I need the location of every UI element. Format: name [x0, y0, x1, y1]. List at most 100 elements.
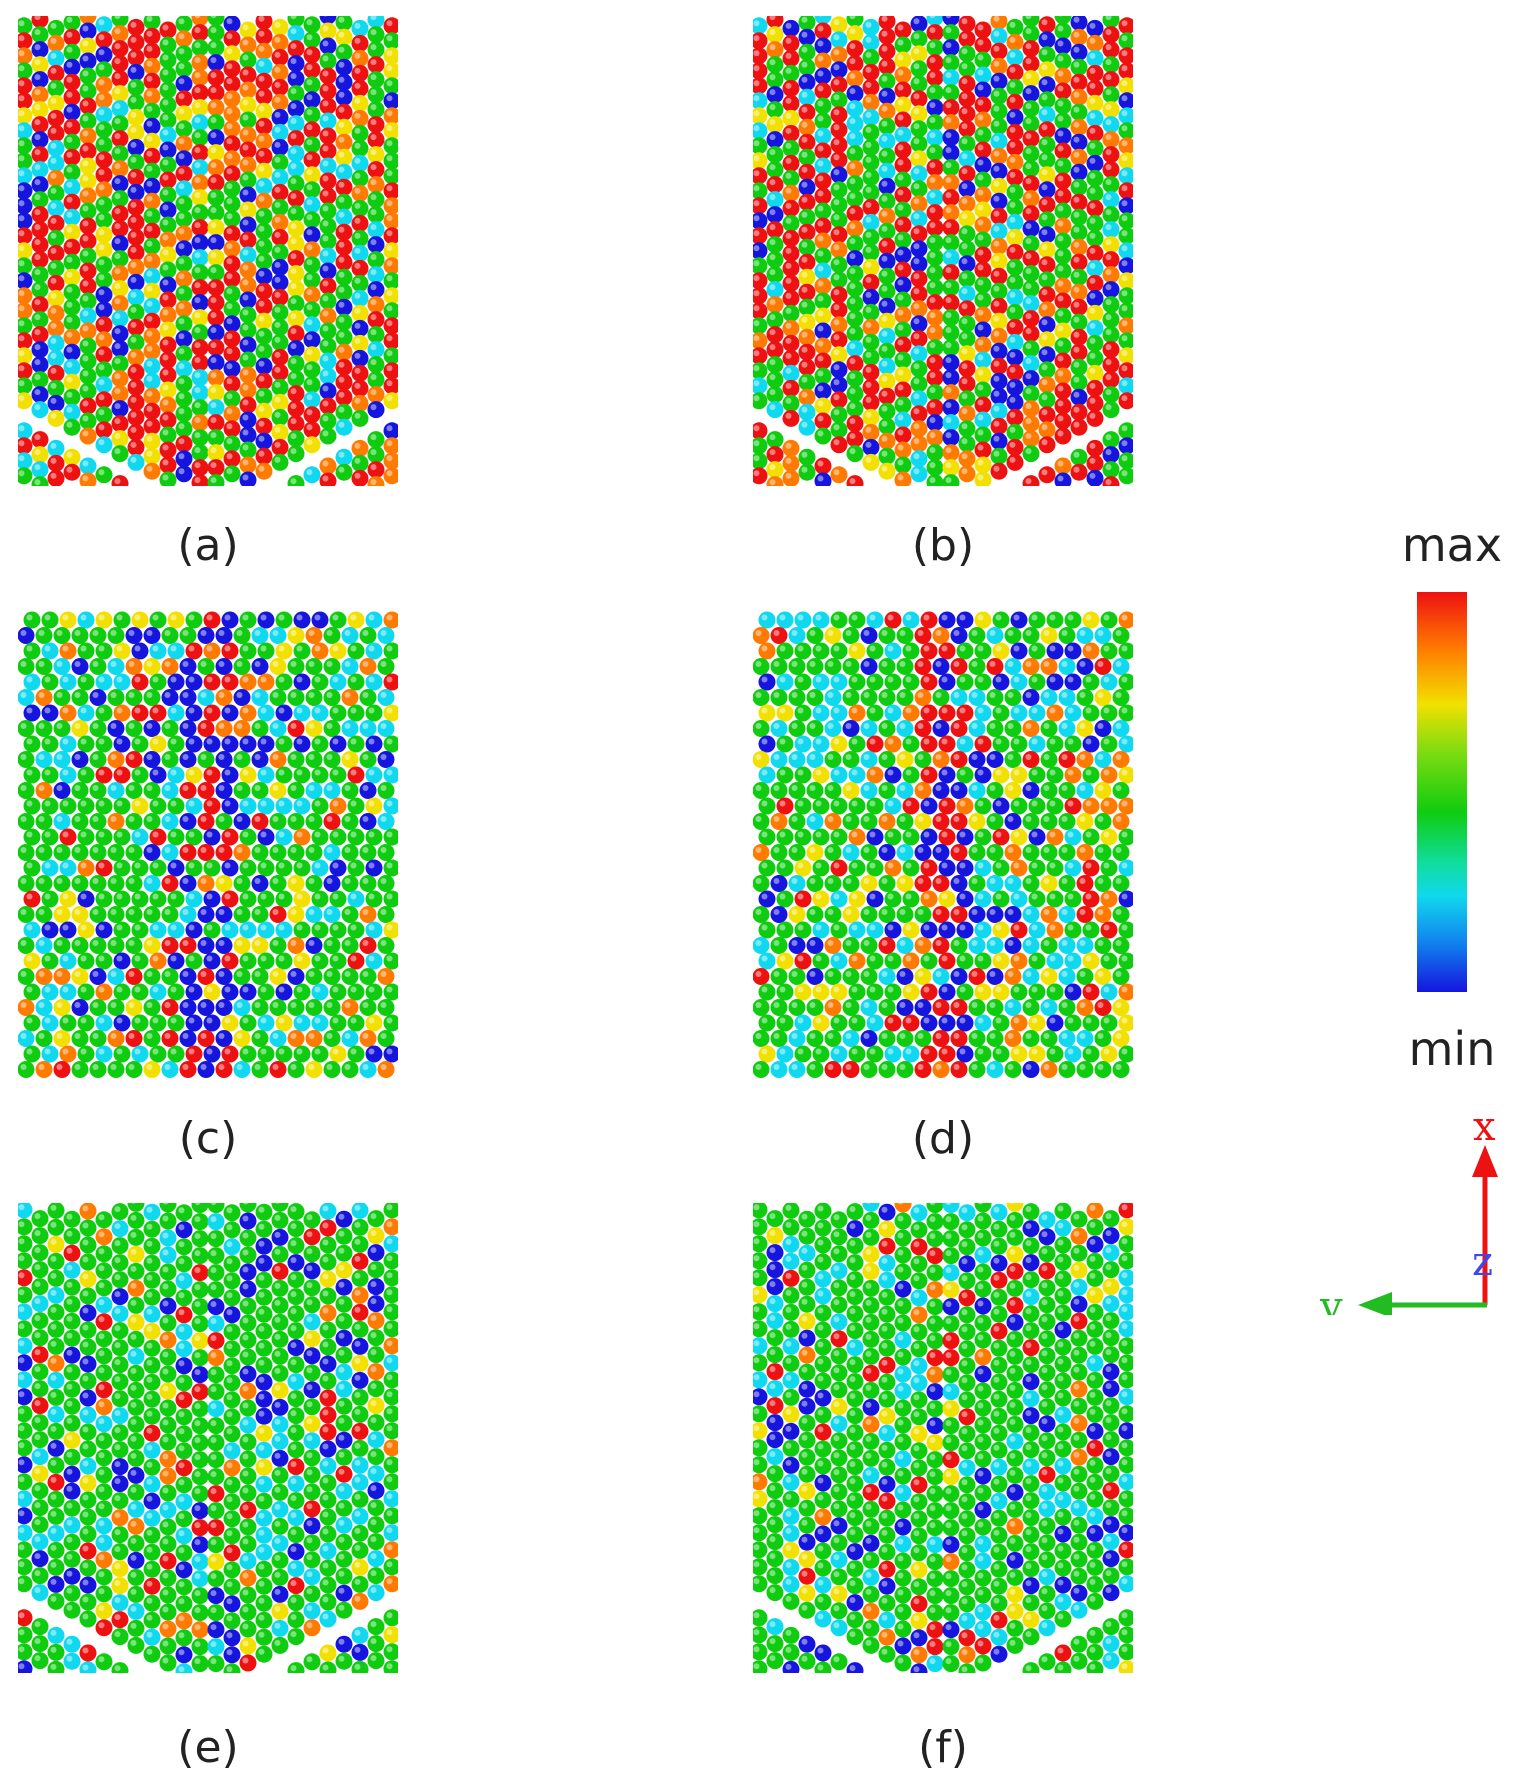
- atom-highlight: [833, 800, 840, 807]
- atom: [107, 751, 125, 768]
- atom: [269, 689, 287, 706]
- atom: [359, 844, 377, 861]
- atom-highlight: [134, 645, 141, 652]
- atom: [351, 229, 369, 247]
- atom: [335, 328, 353, 346]
- atom: [884, 766, 902, 784]
- atom-highlight: [971, 847, 978, 853]
- atom: [23, 828, 41, 846]
- atom-highlight: [290, 298, 297, 305]
- atom: [830, 766, 848, 784]
- atom: [1118, 302, 1133, 320]
- atom: [862, 288, 880, 306]
- atom-highlight: [20, 1002, 27, 1008]
- atom: [207, 309, 225, 327]
- atom: [990, 447, 1008, 465]
- atom: [107, 689, 125, 706]
- atom-highlight: [62, 738, 69, 745]
- atom-highlight: [833, 154, 840, 161]
- atom-highlight: [66, 166, 73, 173]
- atom-highlight: [278, 738, 285, 745]
- atom: [383, 62, 398, 80]
- atom: [125, 875, 143, 892]
- atom: [974, 291, 992, 309]
- atom-highlight: [779, 769, 786, 776]
- atom: [31, 326, 49, 344]
- atom: [113, 1014, 131, 1032]
- atom: [287, 280, 305, 298]
- atom: [107, 906, 125, 923]
- atom: [351, 409, 369, 427]
- atom: [113, 921, 131, 939]
- atom: [942, 459, 960, 477]
- atom-highlight: [134, 1017, 141, 1024]
- atom-highlight: [1025, 283, 1032, 290]
- atom: [111, 145, 129, 163]
- atom: [377, 875, 395, 892]
- atom: [329, 797, 347, 815]
- atom-highlight: [833, 94, 840, 101]
- atom-highlight: [1105, 224, 1112, 231]
- atom-highlight: [1089, 112, 1096, 119]
- atom-highlight: [110, 816, 117, 822]
- atom: [143, 447, 161, 465]
- atom-highlight: [306, 244, 313, 251]
- atom: [383, 797, 398, 815]
- atom: [35, 627, 53, 644]
- atom: [1118, 227, 1133, 245]
- atom-highlight: [206, 1048, 213, 1055]
- atom-highlight: [50, 52, 57, 59]
- atom: [377, 782, 395, 799]
- atom: [958, 45, 976, 63]
- atom-highlight: [200, 1033, 207, 1039]
- atom: [351, 79, 369, 97]
- atom-highlight: [134, 769, 141, 776]
- atom-highlight: [34, 284, 41, 291]
- atom-highlight: [1105, 434, 1112, 441]
- atom: [1038, 331, 1056, 349]
- atom-highlight: [56, 630, 63, 636]
- atom: [63, 253, 81, 271]
- atom-highlight: [1007, 816, 1014, 822]
- atom-highlight: [134, 862, 141, 869]
- atom: [319, 82, 337, 100]
- atom-highlight: [218, 630, 225, 636]
- atom: [902, 766, 920, 784]
- atom-highlight: [977, 264, 984, 271]
- atom-highlight: [1105, 149, 1112, 156]
- atom-highlight: [881, 195, 888, 202]
- atom-highlight: [993, 180, 1000, 187]
- atom: [31, 356, 49, 374]
- atom: [63, 343, 81, 361]
- atom: [59, 766, 77, 784]
- atom: [878, 387, 896, 405]
- atom-highlight: [326, 630, 333, 636]
- atom: [191, 384, 209, 402]
- atom-highlight: [26, 800, 33, 807]
- atom-highlight: [98, 304, 105, 311]
- atom: [31, 116, 49, 134]
- atom: [1006, 333, 1024, 351]
- atom-highlight: [386, 335, 393, 342]
- atom: [830, 346, 848, 364]
- atom-highlight: [20, 754, 27, 760]
- atom: [203, 952, 221, 970]
- atom: [377, 813, 395, 830]
- atom: [47, 184, 65, 202]
- atom: [974, 261, 992, 279]
- atom: [1118, 62, 1133, 80]
- atom: [794, 611, 812, 629]
- atom-highlight: [945, 16, 952, 19]
- atom-highlight: [827, 785, 834, 791]
- atom: [1102, 461, 1120, 479]
- atom: [753, 182, 768, 200]
- atom: [866, 673, 884, 691]
- atom-highlight: [913, 438, 920, 445]
- atom-highlight: [260, 676, 267, 683]
- atom-highlight: [899, 878, 906, 884]
- atom-highlight: [236, 661, 243, 667]
- atom: [223, 60, 241, 78]
- atom: [1058, 720, 1076, 737]
- atom-highlight: [797, 831, 804, 838]
- atom-highlight: [272, 909, 279, 915]
